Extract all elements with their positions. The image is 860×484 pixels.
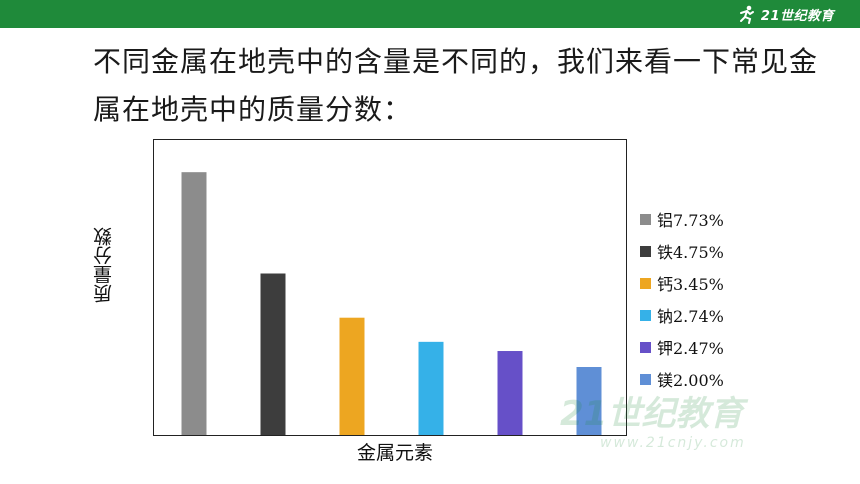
x-axis-label: 金属元素	[356, 442, 433, 464]
legend-item: 钙3.45%	[640, 267, 750, 299]
legend-swatch	[640, 309, 651, 321]
bar-铝	[181, 172, 207, 435]
bar-镁	[576, 367, 602, 435]
bar-钙	[339, 317, 365, 435]
legend-label: 钾2.47%	[657, 339, 724, 358]
legend-swatch	[640, 341, 651, 353]
legend-item: 镁2.00%	[640, 363, 750, 395]
y-axis-label: 质量分数	[93, 227, 115, 303]
watermark-url: www.21cnjy.com	[600, 435, 746, 451]
legend-label: 铁4.75%	[657, 243, 724, 262]
legend-label: 镁2.00%	[657, 371, 724, 390]
legend-item: 铝7.73%	[640, 203, 750, 235]
legend-label: 铝7.73%	[657, 211, 724, 230]
chart-frame	[153, 139, 627, 436]
bar-钠	[418, 341, 444, 435]
legend-swatch	[640, 373, 651, 385]
brand-name: 21世纪教育	[760, 8, 834, 24]
legend-swatch	[640, 245, 651, 257]
legend-item: 铁4.75%	[640, 235, 750, 267]
brand-logo: 21世纪教育	[737, 3, 834, 25]
legend-label: 钙3.45%	[657, 275, 724, 294]
legend-item: 钾2.47%	[640, 331, 750, 363]
slide-text-line-1: 不同金属在地壳中的含量是不同的，我们来看一下常见金	[93, 45, 819, 78]
slide-text-line-2: 属在地壳中的质量分数：	[93, 93, 413, 126]
bar-chart-plot	[181, 172, 602, 435]
chart-legend: 铝7.73% 铁4.75% 钙3.45% 钠2.74% 钾2.47% 镁2.00%	[640, 203, 750, 395]
bar-钾	[497, 351, 523, 435]
bar-铁	[260, 273, 286, 435]
legend-label: 钠2.74%	[657, 307, 724, 326]
top-bar: 21世纪教育	[0, 0, 860, 28]
legend-item: 钠2.74%	[640, 299, 750, 331]
legend-swatch	[640, 213, 651, 225]
runner-icon	[739, 5, 754, 24]
slide-body-text: 不同金属在地壳中的含量是不同的，我们来看一下常见金 属在地壳中的质量分数：	[93, 38, 853, 134]
legend-swatch	[640, 277, 651, 289]
